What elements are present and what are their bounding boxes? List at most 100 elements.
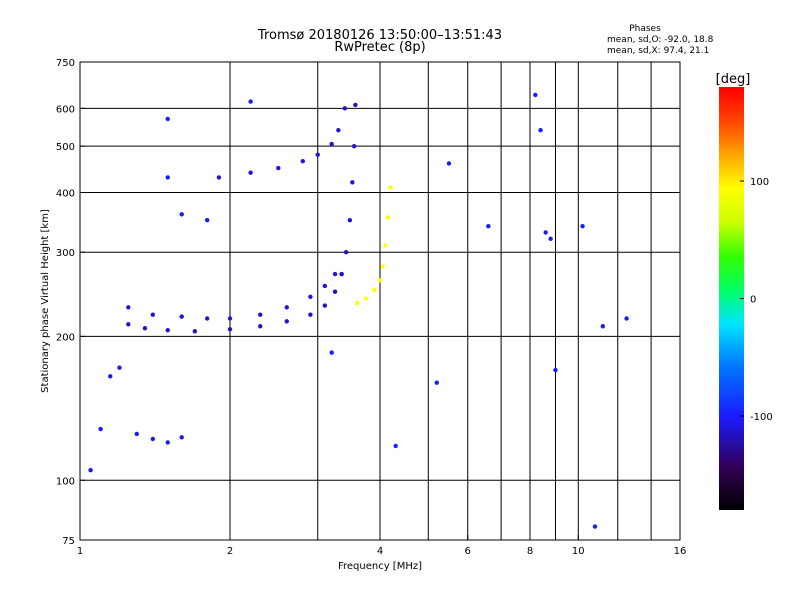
data-point	[388, 185, 393, 190]
x-tick-label: 8	[527, 546, 533, 557]
data-point	[248, 99, 253, 104]
data-points	[88, 92, 629, 529]
colorbar-label: [deg]	[716, 72, 751, 87]
data-point	[165, 440, 170, 445]
y-axis-label: Stationary phase Virtual Height [km]	[40, 209, 51, 393]
data-point	[308, 312, 313, 317]
data-point	[165, 328, 170, 333]
data-point	[372, 287, 377, 293]
x-tick-label: 16	[674, 546, 687, 557]
data-point	[150, 312, 156, 317]
data-point	[434, 380, 439, 385]
data-point	[336, 127, 341, 133]
data-point	[204, 218, 210, 223]
colorbar-tick-label: 100	[750, 177, 769, 188]
data-point	[354, 300, 360, 306]
data-point	[353, 102, 358, 108]
data-point	[343, 250, 349, 255]
data-point	[332, 271, 338, 277]
data-point	[351, 143, 357, 149]
y-tick-label: 300	[56, 248, 75, 259]
data-point	[142, 326, 148, 331]
stats-o-line: mean, sd,O: -92.0, 18.8	[607, 35, 714, 45]
data-point	[216, 175, 222, 180]
y-tick-label: 200	[56, 332, 75, 343]
data-point	[339, 271, 344, 277]
data-point	[258, 312, 263, 317]
data-point	[276, 165, 281, 171]
data-point	[117, 365, 122, 370]
y-tick-label: 100	[56, 476, 75, 487]
data-point	[165, 175, 170, 180]
data-point	[88, 467, 93, 473]
data-point	[329, 141, 334, 147]
data-point	[300, 159, 306, 164]
chart-title: Tromsø 20180126 13:50:00–13:51:43	[257, 28, 502, 43]
data-point	[363, 296, 369, 301]
data-point	[380, 264, 385, 269]
data-point	[553, 367, 558, 373]
data-point	[204, 316, 210, 321]
x-tick-label: 6	[465, 546, 471, 557]
data-point	[624, 316, 629, 321]
x-tick-label: 10	[572, 546, 585, 557]
data-point	[538, 127, 543, 133]
x-axis-label: Frequency [MHz]	[338, 561, 422, 572]
data-point	[192, 329, 198, 334]
data-point	[600, 324, 606, 329]
data-point	[533, 92, 538, 98]
y-tick-label: 500	[56, 142, 75, 153]
data-point	[385, 215, 391, 220]
data-point	[227, 316, 233, 321]
x-tick-label: 2	[227, 546, 233, 557]
data-point	[284, 305, 289, 310]
colorbar-tick-label: 0	[750, 295, 756, 306]
data-point	[332, 289, 338, 294]
data-point	[543, 230, 548, 235]
y-tick-label: 400	[56, 188, 75, 199]
data-point	[329, 350, 334, 355]
data-point	[377, 278, 383, 283]
data-point	[393, 443, 398, 449]
y-tick-label: 600	[56, 104, 75, 115]
stats-title: Phases	[629, 24, 661, 34]
data-point	[227, 327, 233, 332]
data-point	[486, 224, 491, 229]
data-point	[315, 152, 320, 157]
colorbar-tick-label: -100	[750, 412, 773, 423]
data-point	[134, 431, 139, 437]
data-point	[284, 319, 289, 324]
data-point	[126, 305, 131, 310]
y-tick-label: 75	[62, 536, 75, 547]
grid-lines	[80, 62, 680, 540]
colorbar-ticks: 100 0 -100	[740, 177, 773, 423]
x-tick-label: 1	[77, 546, 83, 557]
data-point	[347, 218, 353, 223]
data-point	[548, 236, 553, 242]
data-point	[150, 436, 156, 442]
data-point	[342, 106, 348, 111]
data-point	[383, 243, 388, 248]
data-point	[322, 283, 328, 289]
data-point	[308, 294, 313, 300]
colorbar	[719, 87, 744, 510]
y-ticks: 75 100 200 300 400 500 600 750	[56, 58, 85, 547]
x-tick-label: 4	[377, 546, 383, 557]
data-point	[350, 180, 355, 185]
chart-subtitle: RwPretec (8p)	[334, 40, 425, 55]
x-ticks: 1 2 4 6 8 10 16	[77, 535, 687, 557]
data-point	[592, 524, 598, 529]
data-point	[446, 161, 452, 166]
data-point	[179, 212, 184, 217]
data-point	[179, 314, 184, 319]
data-point	[258, 324, 263, 329]
y-tick-label: 750	[56, 58, 75, 69]
data-point	[248, 170, 253, 175]
stats-x-line: mean, sd,X: 97.4, 21.1	[607, 46, 709, 56]
data-point	[98, 426, 103, 432]
data-point	[580, 224, 585, 229]
data-point	[179, 435, 184, 440]
data-point	[165, 116, 170, 122]
data-point	[322, 303, 328, 308]
